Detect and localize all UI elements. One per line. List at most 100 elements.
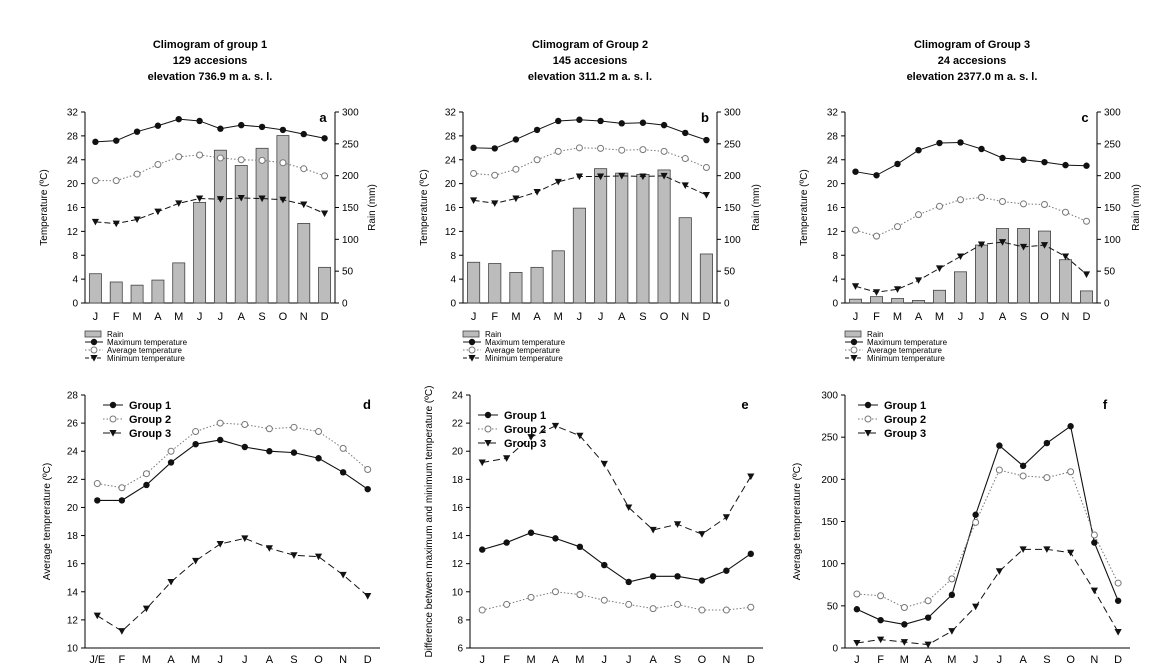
series-point-group-1 <box>972 511 979 518</box>
avg-temp-point <box>1083 217 1090 225</box>
y-tick-label: 0 <box>832 644 838 655</box>
y-axis-label: Temperature (ºC) <box>419 169 430 245</box>
x-tick-label: S <box>258 311 265 323</box>
avg-temp-point <box>175 153 183 161</box>
avg-temp-point <box>999 198 1006 206</box>
y2-tick-label: 150 <box>724 203 741 214</box>
series-point-group-2 <box>241 421 249 429</box>
chart-subtitle-accessions: 145 accesions <box>553 55 628 67</box>
chart-subtitle-accessions: 24 accesions <box>938 55 1007 67</box>
series-point-group-2 <box>995 466 1003 474</box>
rain-bar <box>636 173 650 304</box>
series-point-group-3 <box>1114 628 1122 636</box>
legend-label-group-1: Group 1 <box>504 410 546 422</box>
legend-rain-swatch <box>844 330 862 338</box>
series-point-group-2 <box>551 588 559 596</box>
y-tick-label: 20 <box>445 179 457 190</box>
series-point-group-2 <box>649 605 657 613</box>
y-tick-label: 20 <box>452 447 464 458</box>
series-line-group-1 <box>856 425 1119 625</box>
rain-bar <box>1059 259 1072 304</box>
max-temp-point <box>555 117 562 125</box>
series-point-group-2 <box>265 425 273 433</box>
avg-temp-point <box>936 202 943 210</box>
y-tick-label: 10 <box>452 587 464 598</box>
y-tick-label: 10 <box>67 644 79 655</box>
avg-temp-point <box>660 147 668 155</box>
rain-bar <box>318 266 332 304</box>
y-tick-label: 18 <box>67 531 79 542</box>
legend-max-marker <box>850 338 858 346</box>
avg-temp-point <box>852 226 859 234</box>
avg-temp-point <box>575 144 583 152</box>
min-temp-point <box>216 196 225 203</box>
series-point-group-1 <box>924 614 932 621</box>
x-tick-label: A <box>649 654 657 665</box>
avg-temp-point <box>681 155 689 163</box>
x-tick-label: A <box>1019 654 1027 665</box>
y2-tick-label: 250 <box>1104 139 1121 150</box>
y-tick-label: 0 <box>450 299 456 310</box>
series-point-group-1 <box>996 442 1003 449</box>
x-tick-label: N <box>722 654 730 665</box>
y2-tick-label: 150 <box>1104 203 1121 214</box>
y-tick-label: 200 <box>821 475 838 486</box>
min-temp-point <box>237 194 245 202</box>
y-tick-label: 150 <box>821 517 838 528</box>
rain-bar <box>615 172 629 304</box>
x-tick-label: M <box>142 654 151 665</box>
series-point-group-2 <box>722 606 730 614</box>
x-tick-label: M <box>900 654 909 665</box>
legend-avg-label: Average temperature <box>107 346 183 355</box>
y-tick-label: 14 <box>67 587 79 598</box>
x-tick-label: J <box>242 654 248 665</box>
legend-max-label: Maximum temperature <box>107 338 188 347</box>
series-point-group-1 <box>192 440 199 448</box>
legend-min-marker <box>468 355 476 362</box>
rain-bar <box>1038 230 1051 304</box>
legend-marker-group-1 <box>864 401 872 409</box>
legend-marker-group-3 <box>864 430 872 437</box>
x-tick-label: M <box>526 654 535 665</box>
y-tick-label: 16 <box>452 503 464 514</box>
series-point-group-3 <box>93 612 101 620</box>
rain-bar <box>870 296 883 304</box>
legend-label-group-2: Group 2 <box>504 424 546 436</box>
avg-temp-point <box>300 165 308 173</box>
y-tick-label: 24 <box>452 391 464 402</box>
avg-temp-point <box>512 165 520 173</box>
min-temp-point <box>91 218 100 226</box>
y2-tick-label: 200 <box>724 171 741 182</box>
y-tick-label: 20 <box>67 503 79 514</box>
legend-avg-marker <box>468 346 476 354</box>
panel-label: e <box>741 397 748 412</box>
series-point-group-1 <box>118 497 126 504</box>
series-point-group-2 <box>315 428 323 436</box>
y2-tick-label: 200 <box>342 171 359 182</box>
series-point-group-3 <box>551 422 560 430</box>
y2-tick-label: 0 <box>342 299 348 310</box>
x-tick-label: O <box>1040 311 1049 323</box>
min-temp-point <box>300 201 308 209</box>
max-temp-point <box>999 154 1006 162</box>
y-tick-label: 16 <box>67 559 79 570</box>
y-tick-label: 28 <box>67 131 79 142</box>
x-tick-label: S <box>1020 311 1027 323</box>
y-tick-label: 24 <box>67 155 79 166</box>
avg-temp-point <box>639 146 647 154</box>
max-temp-point <box>1041 158 1048 166</box>
chart-subtitle-elevation: elevation 311.2 m a. s. l. <box>528 71 652 83</box>
x-tick-label: J <box>218 311 224 323</box>
chart-title: Climogram of Group 3 <box>914 39 1030 51</box>
series-point-group-2 <box>1067 468 1075 476</box>
rain-bar <box>276 135 290 304</box>
legend-label-group-3: Group 3 <box>129 428 171 440</box>
x-tick-label: N <box>300 311 308 323</box>
x-tick-label: J <box>598 311 604 323</box>
avg-temp-line <box>473 147 707 176</box>
x-tick-label: A <box>154 311 162 323</box>
series-line-group-2 <box>856 469 1119 609</box>
legend-min-marker <box>90 355 98 362</box>
series-point-group-1 <box>94 497 101 504</box>
max-temp-point <box>873 172 880 179</box>
